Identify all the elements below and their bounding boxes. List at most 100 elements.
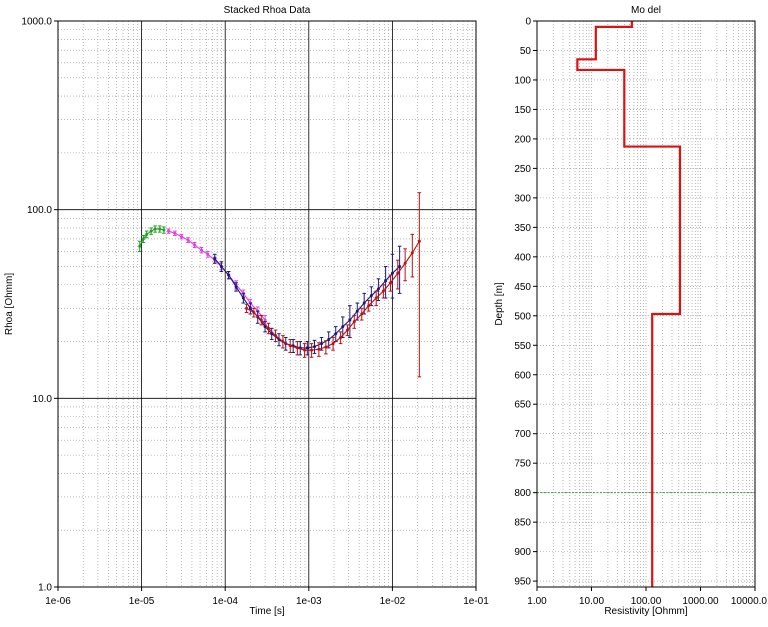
model-x-axis-label: Resistivity [Ohmm] — [604, 606, 688, 617]
rhoa-data-point — [403, 261, 407, 265]
rhoa-x-tick-label: 1e-01 — [463, 596, 489, 607]
rhoa-y-tick-label: 10.0 — [33, 394, 53, 405]
rhoa-data-point — [327, 338, 331, 342]
rhoa-x-tick-label: 1e-06 — [45, 596, 71, 607]
rhoa-data-point — [305, 346, 309, 350]
rhoa-data-point — [274, 334, 278, 338]
model-y-tick-label: 200 — [514, 134, 531, 145]
model-chart-title: Mo del — [631, 5, 661, 16]
rhoa-data-point — [396, 271, 400, 275]
model-x-tick-label: 1000.00 — [682, 596, 719, 607]
rhoa-x-tick-label: 1e-02 — [380, 596, 406, 607]
rhoa-x-tick-label: 1e-05 — [129, 596, 155, 607]
rhoa-data-point — [219, 264, 223, 268]
rhoa-data-point — [252, 311, 256, 315]
rhoa-data-point — [313, 345, 317, 349]
rhoa-data-point — [206, 252, 210, 256]
rhoa-data-point — [281, 340, 285, 344]
rhoa-data-point — [193, 243, 197, 247]
rhoa-series-1 — [137, 225, 166, 253]
model-y-tick-label: 950 — [514, 577, 531, 588]
rhoa-data-point — [355, 309, 359, 313]
model-x-tick-label: 1.00 — [527, 596, 547, 607]
rhoa-data-point — [376, 287, 380, 291]
model-tick-labels: 1.00 10.00 100.00 1000.00 10000.0 0 50 100 150 20… — [514, 17, 767, 608]
model-gridlines — [537, 21, 755, 587]
rhoa-y-tick-label: 100.0 — [27, 205, 52, 216]
rhoa-data-point — [138, 244, 142, 248]
rhoa-data-point — [331, 342, 335, 346]
rhoa-data-point — [362, 301, 366, 305]
rhoa-x-tick-label: 1e-03 — [296, 596, 322, 607]
model-y-tick-label: 450 — [514, 282, 531, 293]
rhoa-data-point — [345, 328, 349, 332]
rhoa-data-point — [352, 320, 356, 324]
model-y-tick-label: 550 — [514, 341, 531, 352]
model-x-tick-label: 10000.0 — [731, 596, 768, 607]
rhoa-data-point — [149, 229, 153, 233]
rhoa-data-point — [360, 312, 364, 316]
rhoa-data-point — [259, 318, 263, 322]
rhoa-data-point — [141, 237, 145, 241]
model-y-tick-label: 250 — [514, 164, 531, 175]
rhoa-chart: 1e-06 1e-05 1e-04 1e-03 1e-02 1e-01 1.0 10.0 100… — [4, 5, 489, 617]
model-y-tick-label: 350 — [514, 223, 531, 234]
rhoa-data-point — [410, 251, 414, 255]
rhoa-data-point — [248, 306, 252, 310]
rhoa-series-4 — [244, 192, 422, 378]
rhoa-data-point — [158, 227, 162, 231]
rhoa-data-point — [374, 296, 378, 300]
model-x-tick-label: 10.00 — [579, 596, 604, 607]
rhoa-y-tick-label: 1000.0 — [21, 17, 52, 28]
rhoa-data-point — [199, 248, 203, 252]
model-y-tick-label: 500 — [514, 311, 531, 322]
model-y-tick-label: 150 — [514, 105, 531, 116]
rhoa-data-point — [153, 227, 157, 231]
rhoa-data-point — [186, 238, 190, 242]
model-y-tick-label: 0 — [525, 17, 531, 28]
model-y-axis-label: Depth [m] — [494, 282, 505, 326]
rhoa-data-point — [288, 344, 292, 348]
rhoa-data-point — [320, 342, 324, 346]
model-y-tick-label: 600 — [514, 370, 531, 381]
rhoa-data-point — [162, 228, 166, 232]
rhoa-data-point — [227, 273, 231, 277]
model-chart: 1.00 10.00 100.00 1000.00 10000.0 0 50 100 150 20… — [494, 5, 767, 617]
rhoa-data-point — [324, 345, 328, 349]
rhoa-data-point — [417, 239, 421, 243]
rhoa-chart-title: Stacked Rhoa Data — [224, 5, 311, 16]
model-y-tick-label: 400 — [514, 252, 531, 263]
rhoa-data-point — [389, 281, 393, 285]
rhoa-series-group — [137, 192, 422, 378]
rhoa-data-point — [341, 325, 345, 329]
rhoa-y-axis-label: Rhoa [Ohmm] — [4, 273, 15, 335]
rhoa-data-point — [213, 257, 217, 261]
rhoa-data-point — [263, 318, 267, 322]
rhoa-data-point — [234, 285, 238, 289]
rhoa-data-point — [179, 235, 183, 239]
rhoa-data-point — [381, 289, 385, 293]
model-y-tick-label: 800 — [514, 488, 531, 499]
model-y-tick-label: 650 — [514, 400, 531, 411]
rhoa-data-point — [267, 326, 271, 330]
rhoa-data-point — [303, 348, 307, 352]
rhoa-gridlines — [58, 21, 476, 587]
rhoa-data-point — [173, 231, 177, 235]
rhoa-tick-labels: 1e-06 1e-05 1e-04 1e-03 1e-02 1e-01 1.0 10.0 100… — [21, 17, 489, 608]
model-y-tick-label: 700 — [514, 429, 531, 440]
rhoa-data-point — [245, 306, 249, 310]
rhoa-data-point — [339, 336, 343, 340]
rhoa-data-point — [348, 318, 352, 322]
model-x-tick-label: 100.00 — [631, 596, 662, 607]
rhoa-x-axis-label: Time [s] — [249, 606, 284, 617]
rhoa-data-point — [145, 232, 149, 236]
model-resistivity-curve — [576, 21, 682, 587]
rhoa-data-point — [310, 348, 314, 352]
rhoa-data-point — [390, 271, 394, 275]
rhoa-data-point — [167, 229, 171, 233]
rhoa-data-point — [241, 296, 245, 300]
model-curve-group — [576, 21, 682, 587]
rhoa-data-point — [367, 304, 371, 308]
rhoa-y-tick-label: 1.0 — [38, 583, 52, 594]
